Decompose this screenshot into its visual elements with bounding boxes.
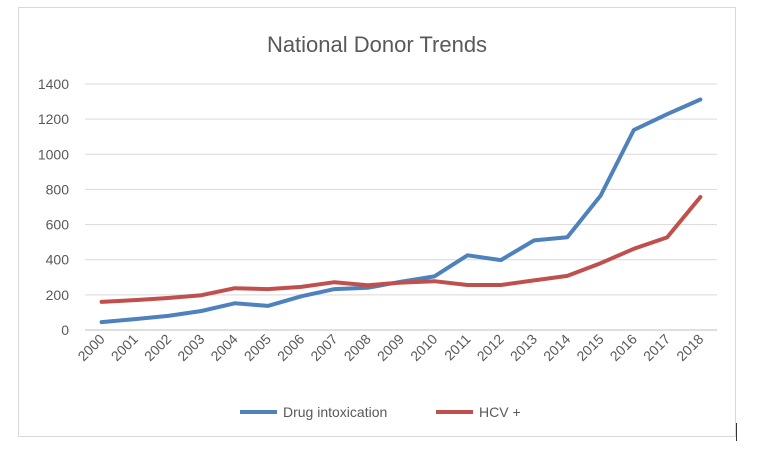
x-tick-label: 2004 xyxy=(207,331,240,364)
x-tick-label: 2015 xyxy=(573,331,606,364)
x-tick-label: 2002 xyxy=(141,331,174,364)
x-tick-label: 2014 xyxy=(540,331,573,364)
y-tick-label: 400 xyxy=(46,252,70,268)
x-tick-label: 2011 xyxy=(441,331,474,364)
y-tick-label: 600 xyxy=(46,217,70,233)
x-tick-label: 2017 xyxy=(640,331,673,364)
legend: Drug intoxication HCV + xyxy=(240,404,521,420)
x-tick-label: 2006 xyxy=(274,331,307,364)
chart-title: National Donor Trends xyxy=(267,32,487,57)
x-tick-label: 2018 xyxy=(673,331,706,364)
series-line-drug-intoxication xyxy=(99,97,703,325)
x-tick-label: 2005 xyxy=(241,331,274,364)
y-tick-label: 200 xyxy=(46,287,70,303)
x-tick-label: 2010 xyxy=(407,331,440,364)
y-tick-label: 1400 xyxy=(38,76,69,92)
x-tick-label: 2003 xyxy=(174,331,207,364)
y-tick-label: 800 xyxy=(46,181,70,197)
text-cursor-mark xyxy=(736,423,737,441)
x-tick-label: 2012 xyxy=(474,331,507,364)
x-tick-label: 2008 xyxy=(341,331,374,364)
x-tick-label: 2009 xyxy=(374,331,407,364)
x-tick-label: 2000 xyxy=(74,331,107,364)
x-tick-label: 2001 xyxy=(108,331,141,364)
y-tick-label: 1200 xyxy=(38,111,69,127)
legend-label-drug-intoxication: Drug intoxication xyxy=(283,404,387,420)
x-tick-label: 2016 xyxy=(607,331,640,364)
x-tick-label: 2007 xyxy=(307,331,340,364)
y-tick-label: 1000 xyxy=(38,146,69,162)
legend-label-hcv: HCV + xyxy=(479,404,521,420)
y-tick-label: 0 xyxy=(61,322,69,338)
chart-area xyxy=(18,7,736,437)
x-tick-label: 2013 xyxy=(507,331,540,364)
series-line-hcv xyxy=(99,195,703,304)
